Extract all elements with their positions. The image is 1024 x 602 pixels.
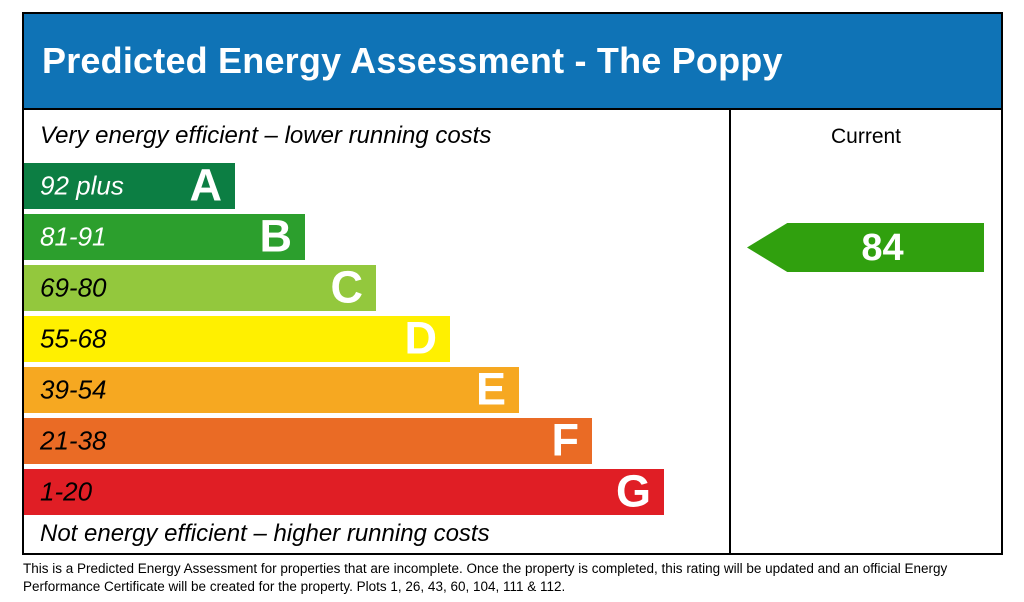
epc-band-g: 1-20 G [24, 469, 664, 515]
band-range-label: 21-38 [40, 425, 107, 456]
band-letter: A [189, 159, 223, 211]
top-efficiency-note: Very energy efficient – lower running co… [40, 122, 492, 149]
bottom-efficiency-note: Not energy efficient – higher running co… [40, 520, 490, 547]
current-rating-value: 84 [861, 226, 904, 269]
band-range-label: 1-20 [40, 476, 93, 507]
band-range-label: 39-54 [40, 374, 107, 405]
band-range-label: 92 plus [40, 170, 124, 201]
band-letter: D [404, 312, 438, 364]
current-column-header: Current [830, 125, 902, 148]
column-divider [729, 110, 731, 553]
footer-disclaimer: This is a Predicted Energy Assessment fo… [23, 561, 948, 594]
epc-band-d: 55-68 D [24, 316, 450, 362]
band-letter: G [615, 465, 651, 517]
epc-band-e: 39-54 E [24, 367, 519, 413]
band-range-label: 55-68 [40, 323, 107, 354]
band-letter: E [475, 363, 506, 415]
current-rating-arrow: 84 [747, 223, 984, 272]
epc-band-a: 92 plus A [24, 163, 235, 209]
epc-graph: Very energy efficient – lower running co… [24, 110, 729, 553]
band-range-label: 69-80 [40, 272, 107, 303]
band-letter: C [330, 261, 364, 313]
page-title: Predicted Energy Assessment - The Poppy [42, 40, 783, 81]
band-letter: B [259, 210, 293, 262]
epc-band-f: 21-38 F [24, 418, 592, 464]
epc-band-b: 81-91 B [24, 214, 305, 260]
band-letter: F [551, 414, 580, 466]
certificate-body: Very energy efficient – lower running co… [24, 110, 1001, 553]
epc-certificate: Predicted Energy Assessment - The Poppy … [22, 12, 1003, 555]
epc-band-c: 69-80 C [24, 265, 376, 311]
current-rating-column: Current 84 [731, 110, 1001, 553]
band-range-label: 81-91 [40, 221, 107, 252]
title-bar: Predicted Energy Assessment - The Poppy [24, 14, 1001, 110]
